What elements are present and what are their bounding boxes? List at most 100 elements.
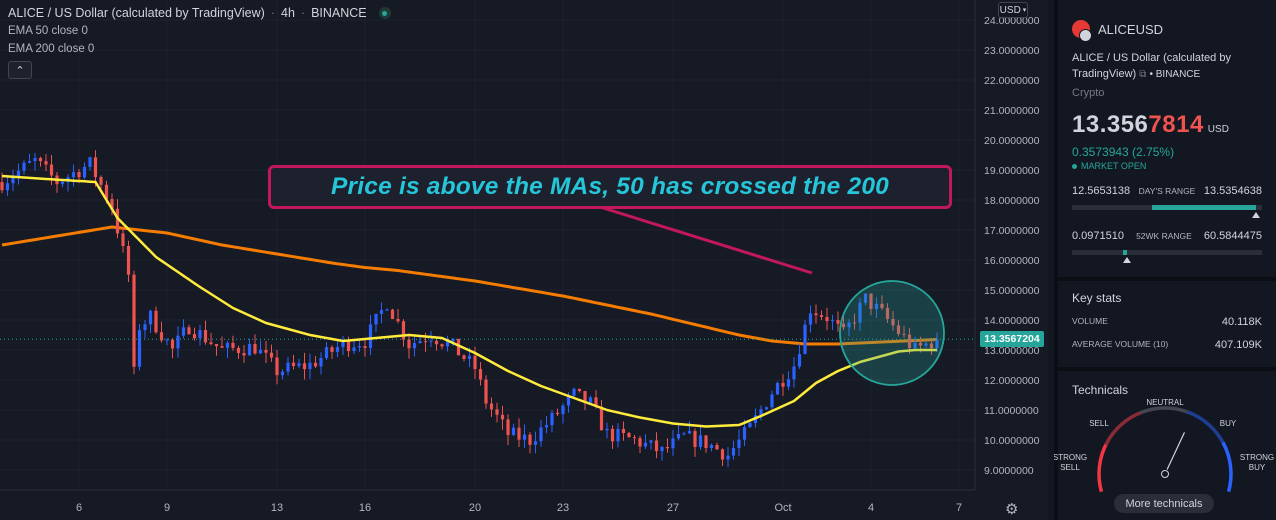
candle-body	[148, 310, 153, 325]
days-range-fill	[1151, 205, 1257, 210]
candle-body	[808, 313, 813, 325]
more-technicals-button[interactable]: More technicals	[1114, 494, 1214, 513]
candle-body	[544, 425, 549, 428]
candle-body	[379, 310, 384, 314]
candle-body	[27, 161, 32, 163]
candle-body	[456, 338, 461, 356]
week52-range-high: 60.5844475	[1203, 230, 1262, 242]
avg-volume-value: 407.109K	[1214, 339, 1262, 351]
candle-body	[852, 322, 857, 324]
legend-title-row[interactable]: ALICE / US Dollar (calculated by Trading…	[8, 4, 391, 22]
y-tick-label: 24.0000000	[984, 15, 1040, 27]
candle-body	[253, 343, 257, 354]
plot-background	[0, 0, 975, 490]
candle-body	[214, 344, 219, 347]
gear-icon[interactable]: ⚙	[1005, 501, 1019, 518]
candle-body	[858, 302, 862, 323]
candle-body	[390, 309, 395, 319]
candle-body	[720, 449, 725, 460]
volume-label: VOLUME	[1072, 316, 1108, 326]
candle-body	[759, 409, 763, 416]
candle-body	[704, 435, 708, 448]
candle-body	[566, 395, 571, 406]
candle-body	[275, 357, 279, 376]
candle-body	[297, 363, 301, 366]
candle-body	[726, 455, 730, 460]
divider	[1058, 277, 1276, 281]
y-tick-label: 22.0000000	[984, 75, 1040, 87]
candle-body	[49, 164, 54, 176]
price-chart[interactable]: 24.0000000 23.0000000 22.0000000 21.0000000…	[0, 0, 1048, 520]
panel-header[interactable]: ALICEUSD	[1072, 18, 1262, 42]
candle-body	[610, 428, 615, 442]
candle-body	[33, 157, 37, 162]
candle-body	[236, 347, 241, 354]
candle-body	[660, 446, 664, 452]
candle-body	[88, 157, 92, 167]
gauge-label-buy: BUY	[1220, 419, 1237, 428]
candle-body	[654, 440, 659, 452]
candle-body	[869, 293, 873, 310]
candle-body	[484, 379, 488, 404]
y-tick-label: 12.0000000	[984, 375, 1040, 387]
price-change: 0.3573943 (2.75%)	[1072, 145, 1175, 159]
indicator-ema50[interactable]: EMA 50 close 0	[8, 25, 88, 37]
candle-body	[489, 403, 494, 410]
candle-body	[115, 208, 120, 234]
week52-range-low: 0.0971510	[1072, 230, 1124, 242]
gauge-needle-hub	[1161, 470, 1169, 478]
candle-body	[539, 427, 543, 442]
candle-body	[220, 346, 224, 348]
candle-body	[335, 347, 340, 352]
candle-body	[346, 339, 351, 352]
candle-body	[407, 339, 411, 349]
candle-body	[330, 347, 334, 352]
candle-body	[830, 320, 835, 322]
candle-body	[583, 391, 587, 403]
x-tick-label: Oct	[774, 502, 791, 514]
y-tick-label: 16.0000000	[984, 255, 1040, 267]
candle-body	[467, 355, 472, 359]
chart-area[interactable]: 24.0000000 23.0000000 22.0000000 21.0000000…	[0, 0, 1048, 520]
candle-body	[319, 358, 323, 367]
external-link-icon[interactable]: ⧉	[1139, 69, 1147, 80]
candle-body	[786, 379, 791, 387]
candle-body	[495, 409, 499, 415]
candle-body	[792, 366, 796, 380]
candle-body	[451, 338, 455, 342]
candle-body	[561, 405, 565, 415]
indicator-ema200[interactable]: EMA 200 close 0	[8, 43, 95, 55]
candle-body	[880, 303, 884, 308]
collapse-legend-button[interactable]: ⌃	[8, 61, 32, 79]
chevron-down-icon: ▾	[1022, 7, 1027, 14]
candle-body	[363, 346, 367, 349]
volume-value: 40.118K	[1221, 316, 1262, 328]
candle-body	[742, 427, 747, 440]
candle-body	[715, 445, 719, 450]
avg-volume-label: AVERAGE VOLUME (10)	[1072, 339, 1169, 349]
candle-body	[638, 438, 642, 447]
candle-body	[896, 325, 901, 334]
week52-range: 0.0971510 52WK RANGE 60.5844475	[1072, 230, 1262, 263]
candle-body	[594, 397, 598, 407]
interval-label[interactable]: 4h	[281, 6, 295, 20]
candle-body	[313, 362, 318, 367]
candle-body	[225, 342, 230, 348]
candle-body	[929, 343, 934, 349]
candle-body	[308, 362, 312, 370]
candle-body	[687, 431, 692, 434]
candle-body	[473, 355, 477, 370]
currency-select[interactable]: USD ▾	[998, 2, 1028, 18]
candle-body	[104, 184, 109, 200]
candle-body	[385, 309, 389, 311]
candle-body	[693, 431, 697, 447]
annotation-callout[interactable]: Price is above the MAs, 50 has crossed t…	[268, 165, 952, 209]
candle-body	[935, 339, 939, 349]
x-tick-label: 6	[76, 502, 82, 514]
candle-body	[16, 170, 21, 178]
candle-body	[247, 343, 252, 356]
candle-body	[302, 363, 307, 370]
price-main: 13.356	[1072, 111, 1149, 138]
candle-body	[165, 339, 169, 341]
candle-body	[137, 330, 142, 367]
